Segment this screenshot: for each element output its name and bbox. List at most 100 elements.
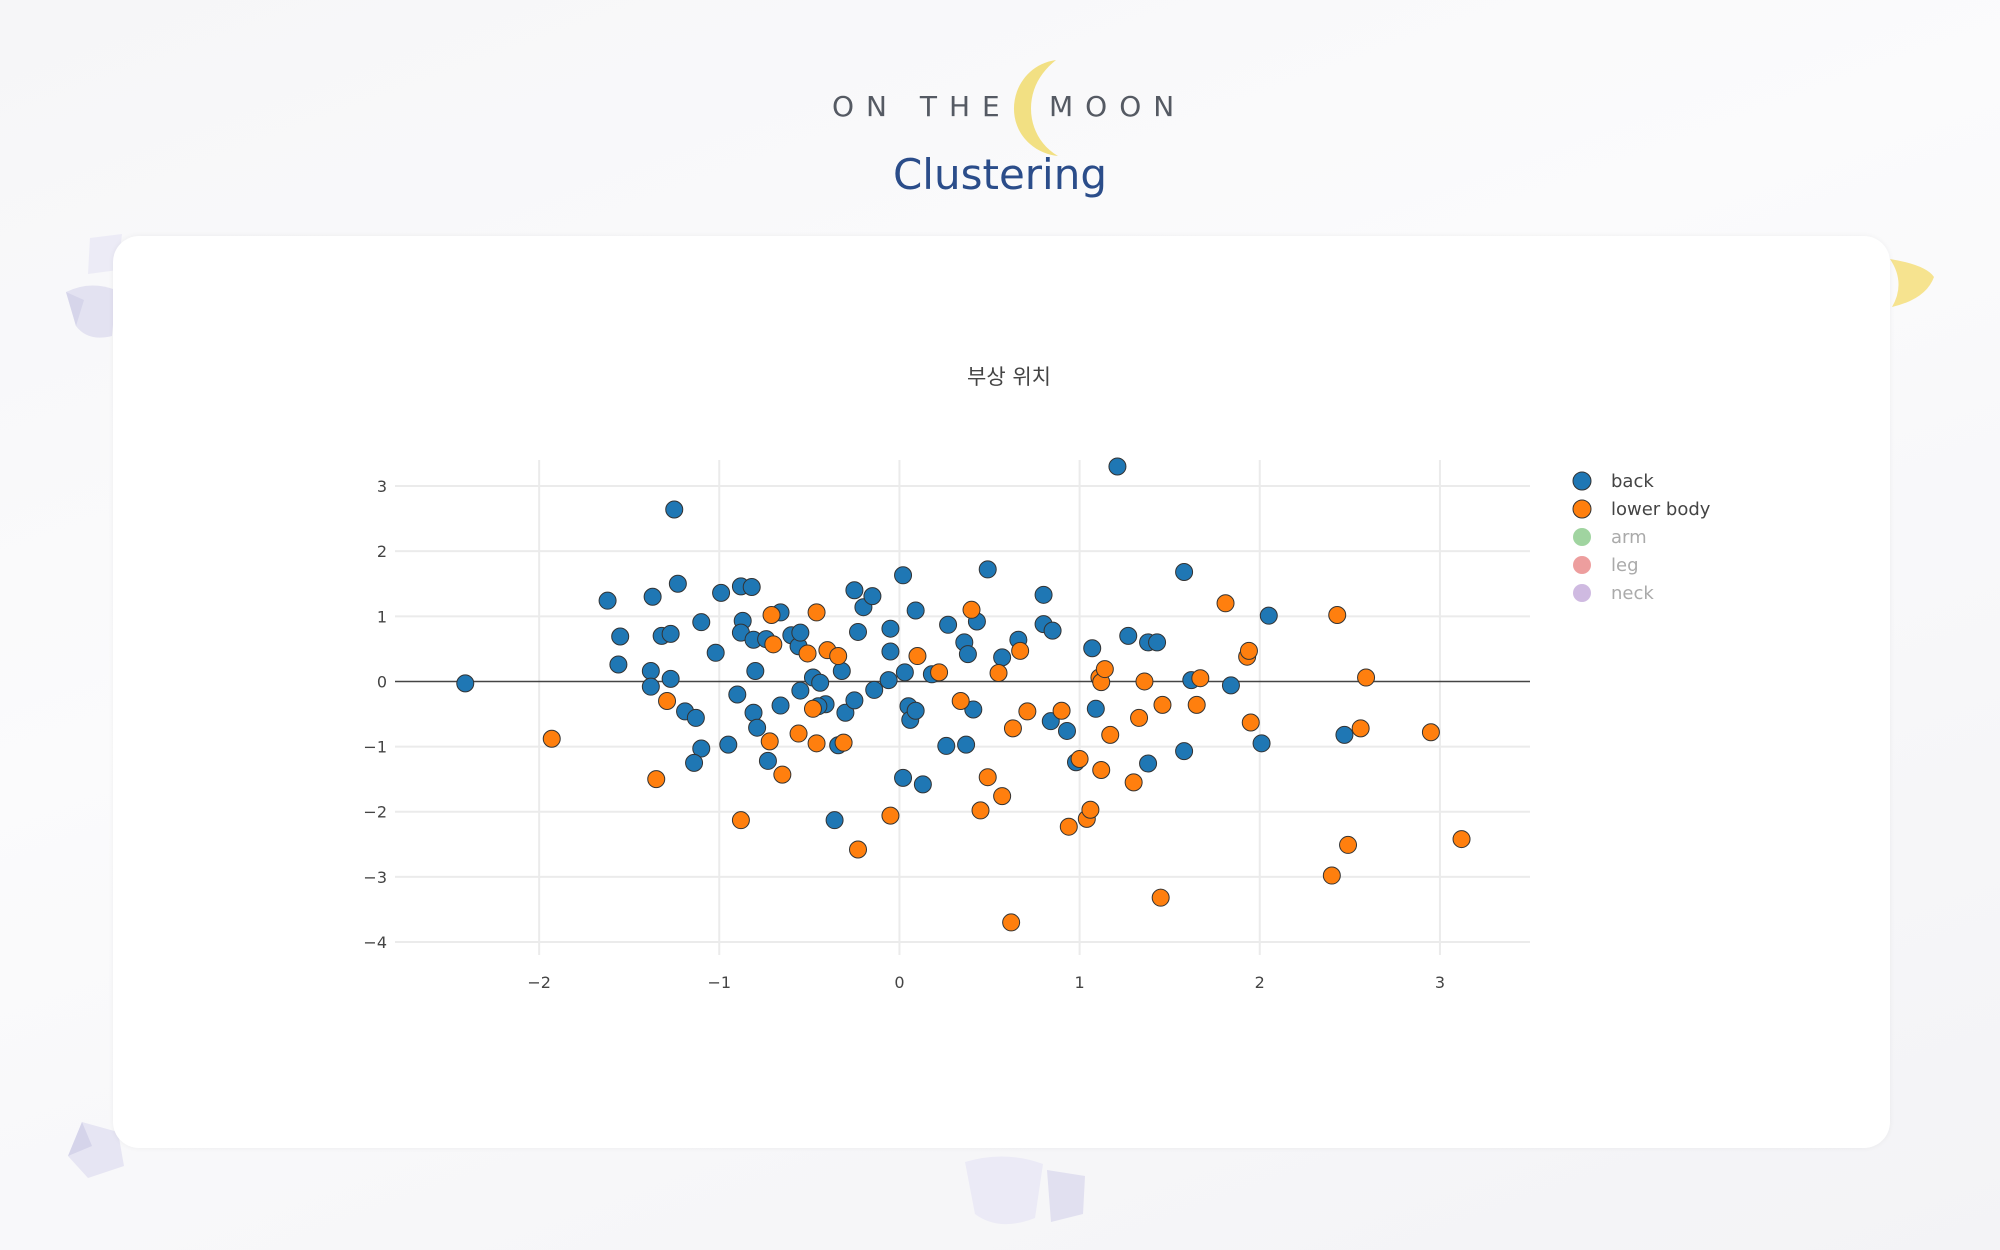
scatter-point[interactable]	[641, 677, 660, 696]
points-layer[interactable]	[456, 457, 1471, 932]
scatter-point[interactable]	[1011, 641, 1030, 660]
scatter-point[interactable]	[863, 587, 882, 606]
legend-item-neck[interactable]: neck	[1573, 583, 1654, 604]
scatter-point[interactable]	[742, 578, 761, 597]
scatter-point[interactable]	[791, 681, 810, 700]
scatter-point[interactable]	[1135, 672, 1154, 691]
scatter-point[interactable]	[951, 691, 970, 710]
scatter-point[interactable]	[744, 703, 763, 722]
scatter-point[interactable]	[1052, 701, 1071, 720]
scatter-point[interactable]	[1043, 621, 1062, 640]
scatter-point[interactable]	[1059, 817, 1078, 836]
scatter-point[interactable]	[791, 623, 810, 642]
scatter-point[interactable]	[1083, 639, 1102, 658]
scatter-point[interactable]	[978, 768, 997, 787]
scatter-point[interactable]	[964, 700, 983, 719]
scatter-point[interactable]	[845, 581, 864, 600]
scatter-point[interactable]	[668, 574, 687, 593]
scatter-point[interactable]	[1108, 457, 1127, 476]
legend-item-back[interactable]: back	[1572, 471, 1654, 492]
scatter-point[interactable]	[456, 674, 475, 693]
scatter-point[interactable]	[1357, 668, 1376, 687]
scatter-point[interactable]	[1175, 563, 1194, 582]
scatter-point[interactable]	[1322, 866, 1341, 885]
scatter-point[interactable]	[609, 655, 628, 674]
scatter-point[interactable]	[1216, 594, 1235, 613]
scatter-point[interactable]	[913, 775, 932, 794]
scatter-point[interactable]	[760, 732, 779, 751]
scatter-point[interactable]	[957, 735, 976, 754]
scatter-point[interactable]	[685, 753, 704, 772]
scatter-point[interactable]	[879, 671, 898, 690]
scatter-point[interactable]	[836, 703, 855, 722]
scatter-point[interactable]	[1452, 830, 1471, 849]
legend-item-arm[interactable]: arm	[1573, 527, 1647, 548]
scatter-point[interactable]	[746, 662, 765, 681]
scatter-point[interactable]	[962, 600, 981, 619]
scatter-point[interactable]	[1081, 800, 1100, 819]
scatter-point[interactable]	[1003, 719, 1022, 738]
scatter-point[interactable]	[1018, 702, 1037, 721]
scatter-point[interactable]	[764, 635, 783, 654]
scatter-point[interactable]	[1101, 725, 1120, 744]
scatter-point[interactable]	[1124, 773, 1143, 792]
scatter-point[interactable]	[845, 691, 864, 710]
scatter-point[interactable]	[1041, 712, 1060, 731]
scatter-point[interactable]	[661, 669, 680, 688]
scatter-point[interactable]	[1187, 695, 1206, 714]
scatter-point[interactable]	[611, 627, 630, 646]
scatter-point[interactable]	[1148, 633, 1167, 652]
scatter-point[interactable]	[1239, 641, 1258, 660]
scatter-point[interactable]	[1252, 734, 1271, 753]
scatter-point[interactable]	[989, 663, 1008, 682]
scatter-point[interactable]	[937, 736, 956, 755]
scatter-point[interactable]	[865, 680, 884, 699]
scatter-point[interactable]	[762, 606, 781, 625]
scatter-point[interactable]	[1034, 585, 1053, 604]
scatter-point[interactable]	[641, 662, 660, 681]
scatter-point[interactable]	[803, 699, 822, 718]
series-lower-body[interactable]	[542, 594, 1471, 932]
scatter-point[interactable]	[881, 806, 900, 825]
scatter-point[interactable]	[712, 583, 731, 602]
scatter-point[interactable]	[894, 566, 913, 585]
scatter-point[interactable]	[1151, 888, 1170, 907]
scatter-point[interactable]	[958, 645, 977, 664]
scatter-point[interactable]	[881, 642, 900, 661]
scatter-point[interactable]	[1070, 749, 1089, 768]
scatter-point[interactable]	[811, 673, 830, 692]
scatter-point[interactable]	[686, 708, 705, 727]
scatter-point[interactable]	[789, 724, 808, 743]
scatter-point[interactable]	[832, 662, 851, 681]
scatter-point[interactable]	[706, 643, 725, 662]
scatter-point[interactable]	[807, 603, 826, 622]
legend-item-leg[interactable]: leg	[1573, 555, 1639, 576]
scatter-point[interactable]	[1175, 742, 1194, 761]
scatter-point[interactable]	[1339, 835, 1358, 854]
scatter-point[interactable]	[1130, 708, 1149, 727]
scatter-point[interactable]	[993, 787, 1012, 806]
scatter-point[interactable]	[881, 619, 900, 638]
scatter-point[interactable]	[829, 647, 848, 666]
scatter-point[interactable]	[1241, 713, 1260, 732]
scatter-point[interactable]	[849, 840, 868, 859]
series-back[interactable]	[456, 457, 1354, 830]
scatter-point[interactable]	[661, 624, 680, 643]
scatter-point[interactable]	[1153, 695, 1172, 714]
legend-item-lower-body[interactable]: lower body	[1572, 499, 1711, 520]
scatter-point[interactable]	[719, 735, 738, 754]
scatter-point[interactable]	[1086, 699, 1105, 718]
scatter-point[interactable]	[978, 560, 997, 579]
scatter-point[interactable]	[1351, 719, 1370, 738]
scatter-point[interactable]	[643, 587, 662, 606]
scatter-point[interactable]	[665, 500, 684, 519]
scatter-point[interactable]	[1139, 754, 1158, 773]
scatter-point[interactable]	[647, 770, 666, 789]
scatter-point[interactable]	[908, 647, 927, 666]
scatter-point[interactable]	[1259, 606, 1278, 625]
scatter-point[interactable]	[1421, 723, 1440, 742]
scatter-point[interactable]	[1191, 669, 1210, 688]
scatter-point[interactable]	[771, 696, 790, 715]
scatter-point[interactable]	[930, 663, 949, 682]
legend[interactable]: back lower body arm leg neck	[1572, 471, 1711, 604]
